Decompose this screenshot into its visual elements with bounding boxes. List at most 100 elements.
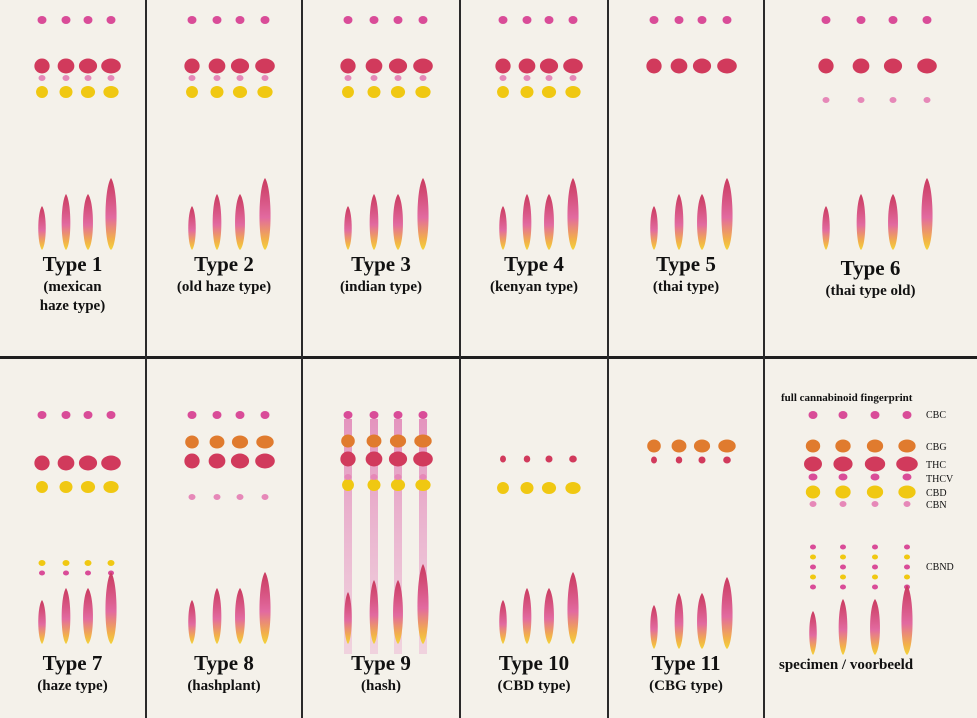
spot-cbd: [80, 481, 96, 493]
spot-thc: [864, 456, 886, 472]
spot-cbnd: [810, 554, 816, 560]
spot-cbc: [649, 16, 659, 24]
spot-cbc: [83, 411, 93, 419]
spot-cbd: [103, 86, 119, 98]
tlc-lanes: [340, 411, 433, 654]
origin-smear: [650, 206, 658, 250]
column-divider: [301, 0, 303, 718]
spot-thc: [101, 455, 121, 471]
origin-smear: [393, 194, 403, 250]
spot-cbc: [888, 16, 898, 24]
spot-cbd: [415, 479, 431, 491]
spot-cbg: [209, 435, 225, 449]
spot-cbc: [544, 16, 554, 24]
origin-smear: [212, 194, 222, 250]
spot-cbd: [520, 482, 534, 494]
spot-cbd: [342, 86, 354, 98]
spot-cbg: [256, 435, 274, 449]
spot-cbc: [61, 411, 71, 419]
panel-title: Type 4: [504, 252, 564, 276]
spot-cbn: [419, 75, 427, 81]
origin-smear: [61, 588, 71, 644]
spot-thc: [569, 455, 577, 463]
spot-cbd: [232, 86, 248, 98]
panel-type-9: Type 9 (hash): [303, 359, 459, 718]
tlc-lanes: [34, 411, 121, 644]
fingerprint-title: full cannabinoid fingerprint: [781, 392, 913, 404]
tlc-lanes: [647, 439, 736, 649]
tlc-lanes: [495, 16, 583, 250]
spot-cbnd: [904, 554, 910, 560]
origin-smear: [105, 178, 117, 250]
spot-thc: [917, 58, 937, 74]
origin-smear: [650, 605, 658, 649]
spot-cbc: [722, 16, 732, 24]
spot-cbc: [37, 411, 47, 419]
origin-smear: [567, 572, 579, 644]
spot-cbd: [497, 86, 509, 98]
spot-thc: [57, 58, 75, 74]
spot-thc: [896, 456, 918, 472]
spot-cbd: [390, 479, 406, 491]
spot-cbc: [83, 16, 93, 24]
origin-smear: [522, 194, 532, 250]
panel-title: Type 11: [651, 651, 721, 675]
spot-thc: [539, 58, 559, 74]
spot-cbn: [419, 474, 427, 480]
spot-cbd: [390, 86, 406, 98]
spot-cbc: [821, 16, 831, 24]
spot-minor: [840, 584, 846, 590]
spot-cbc: [187, 411, 197, 419]
tlc-lanes: [804, 411, 918, 655]
fingerprint-label-thcv: THCV: [926, 474, 954, 485]
column-divider: [607, 0, 609, 718]
spot-cbd: [541, 86, 557, 98]
spot-cbc: [870, 411, 880, 419]
spot-cbn: [344, 75, 352, 81]
spot-cbn: [809, 501, 817, 507]
spot-minor: [872, 584, 878, 590]
spot-cbc: [187, 16, 197, 24]
tlc-lanes: [184, 16, 275, 250]
elution-streak: [370, 419, 378, 654]
origin-smear: [499, 206, 507, 250]
elution-streak: [394, 419, 402, 654]
row-divider: [0, 356, 977, 359]
spot-cbnd: [107, 560, 115, 566]
panel-subtitle: (CBG type): [649, 678, 723, 694]
spot-cbn: [839, 501, 847, 507]
panel-title: Type 10: [498, 651, 570, 675]
panel-title: Type 5: [656, 252, 716, 276]
spot-cbc: [369, 411, 379, 419]
spot-cbc: [838, 411, 848, 419]
spot-cbn: [38, 75, 46, 81]
spot-cbc: [902, 411, 912, 419]
panel-type-5: Type 5 (thai type): [609, 0, 763, 356]
spot-thcv: [902, 473, 912, 481]
spot-cbn: [499, 75, 507, 81]
spot-cbd: [257, 86, 273, 98]
spot-thc: [340, 451, 356, 467]
origin-smear: [369, 194, 379, 250]
spot-cbn: [857, 97, 865, 103]
spot-cbc: [922, 16, 932, 24]
tlc-lanes: [34, 16, 121, 250]
spot-cbd: [520, 86, 534, 98]
spot-thc: [365, 58, 383, 74]
origin-smear: [499, 600, 507, 644]
spot-cbc: [212, 16, 222, 24]
spot-thc: [698, 456, 706, 464]
spot-cbn: [923, 97, 931, 103]
fingerprint-footer: specimen / voorbeeld: [779, 657, 914, 673]
spot-thc: [692, 58, 712, 74]
panel-type-7: Type 7 (haze type): [0, 359, 145, 718]
spot-cbn: [545, 75, 553, 81]
spot-cbg: [647, 439, 661, 453]
origin-smear: [721, 178, 733, 250]
spot-thc: [518, 58, 536, 74]
spot-thc: [675, 456, 683, 464]
spot-cbn: [261, 494, 269, 500]
spot-cbd: [415, 86, 431, 98]
panel-title: Type 2: [194, 252, 254, 276]
spot-thc: [57, 455, 75, 471]
